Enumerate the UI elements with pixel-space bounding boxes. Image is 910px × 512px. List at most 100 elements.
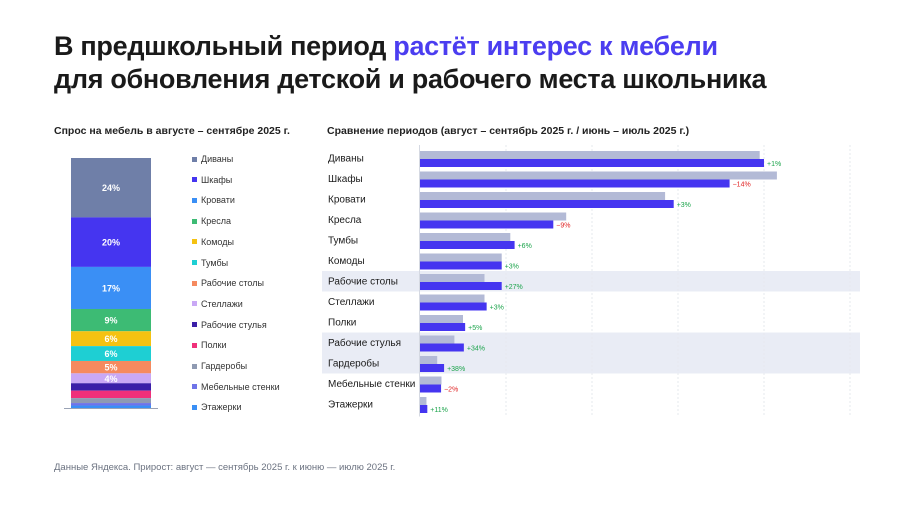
stack-segment [71,373,151,384]
legend-label: Шкафы [201,174,233,185]
stack-segment-label: 24% [102,183,120,193]
bar-previous [420,335,455,344]
category-label: Гардеробы [328,358,379,370]
stack-segment [71,266,151,309]
bar-current [420,323,466,331]
category-label: Полки [328,318,356,329]
change-label: +3% [677,202,691,209]
legend-label: Тумбы [201,257,229,268]
legend-item: Кровати [192,193,235,207]
category-label: Этажерки [328,400,373,411]
legend-item: Шкафы [192,173,232,187]
legend-swatch [192,177,197,183]
legend-label: Диваны [201,154,234,164]
comparison-bar-chart: Диваны +1% Шкафы −14% Кровати +3% Кресла −9% Тум… [322,145,860,417]
legend-label: Рабочие стулья [201,319,267,330]
category-label: Комоды [328,256,365,267]
change-label: +5% [468,325,482,332]
row-highlight [322,353,860,374]
legend-item: Рабочие столы [192,276,264,290]
legend-swatch [192,404,197,410]
row-highlight [322,332,860,353]
bar-current [420,405,428,413]
bar-previous [420,233,511,241]
stack-segment [71,383,151,391]
bar-previous [420,376,442,385]
stack-segment-label: 6% [104,334,117,344]
stack-segment [71,360,151,374]
bar-current [420,384,442,393]
bar-previous [420,212,567,221]
stack-segment-label: 9% [104,316,117,326]
change-label: −2% [444,387,458,394]
stack-segment-label: 20% [102,238,120,248]
change-label: +27% [505,284,523,291]
legend-swatch [192,301,197,307]
category-label: Мебельные стенки [328,378,415,390]
legend-item: Рабочие стулья [192,318,267,332]
bar-previous [420,151,760,159]
category-label: Шкафы [328,173,363,185]
legend-item: Кресла [192,214,231,228]
bar-current [420,241,515,249]
legend-swatch [192,218,197,224]
bar-current [420,220,554,229]
stack-segment [71,346,151,361]
stack-segment [71,308,151,332]
bar-previous [420,253,502,262]
legend-item: Тумбы [192,256,228,270]
bar-previous [420,315,463,323]
change-label: +1% [767,161,781,168]
legend-item: Этажерки [192,400,242,414]
legend-label: Стеллажи [201,298,243,309]
legend-label: Комоды [201,236,234,247]
category-label: Тумбы [328,235,358,247]
bar-previous [420,356,438,364]
legend-label: Кресла [201,216,232,227]
bar-previous [420,294,485,303]
comparison-chart-title: Сравнение периодов (август – сентябрь 20… [327,125,690,137]
change-label: −9% [556,223,570,230]
legend-swatch [192,239,197,245]
change-label: +34% [467,346,485,353]
category-label: Кровати [328,195,366,206]
category-label: Диваны [328,154,364,165]
stack-segment [71,403,151,406]
legend-label: Этажерки [201,402,242,413]
stack-segment [71,217,151,267]
legend-item: Гардеробы [192,359,247,373]
stack-segment-label: 4% [104,374,117,384]
legend-swatch [192,156,197,162]
legend-swatch [192,363,197,369]
bar-current [420,302,487,311]
legend-swatch [192,342,197,348]
legend-swatch [192,322,197,328]
row-highlight [322,271,860,292]
bar-previous [420,171,777,180]
legend-label: Полки [201,340,227,351]
legend-swatch [192,260,197,265]
stack-segment-label: 17% [102,283,120,293]
footnote: Данные Яндекса. Прирост: август — сентяб… [54,462,396,473]
title-line1-accent: растёт интерес к мебели [393,31,718,61]
bar-current [420,343,464,352]
change-label: +11% [430,407,448,414]
category-label: Кресла [328,215,362,226]
change-label: +6% [518,243,532,250]
change-label: +38% [447,366,465,373]
change-label: +3% [505,264,519,271]
bar-previous [420,274,485,282]
bar-current [420,261,502,270]
bar-previous [420,192,666,200]
stacked-chart-title: Спрос на мебель в августе – сентябре 202… [54,125,290,137]
bar-previous [420,397,427,405]
stack-segment [71,158,151,218]
bar-current [420,364,445,372]
bar-current [420,159,764,167]
stack-segment [71,390,151,399]
legend-swatch [192,384,197,390]
legend-label: Рабочие столы [201,278,264,289]
stack-segment-label: 6% [104,349,117,359]
legend-item: Полки [192,338,227,352]
stacked-bar-chart: 24% 20% 17% 9% 6% 6% 5%4% [64,158,158,409]
